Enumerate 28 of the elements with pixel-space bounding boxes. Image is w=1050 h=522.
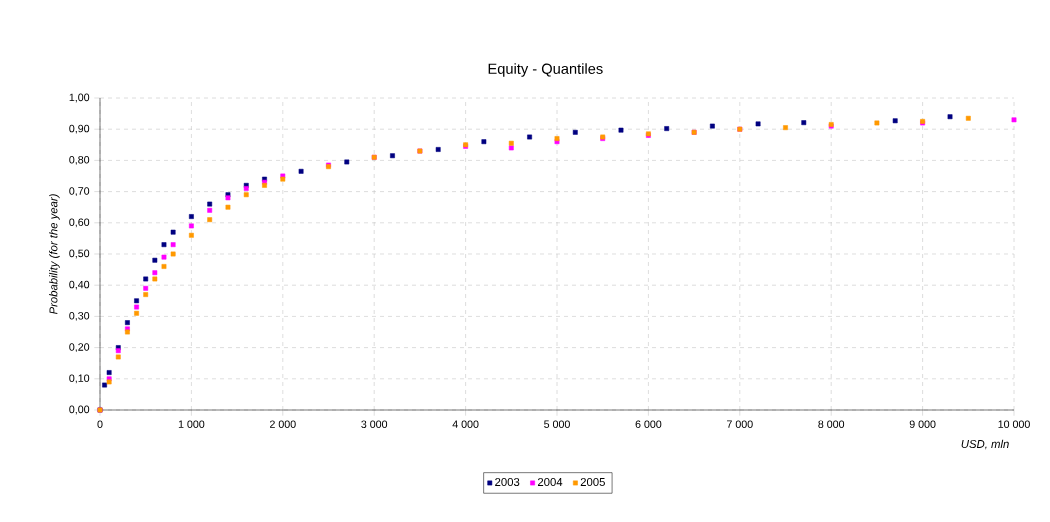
y-tick-label: 0,40 bbox=[69, 280, 90, 290]
legend-label: 2004 bbox=[537, 478, 563, 487]
y-tick-label: 1,00 bbox=[69, 93, 90, 103]
y-tick-label: 0,50 bbox=[69, 249, 90, 259]
x-tick-label: 2 000 bbox=[270, 420, 296, 428]
x-axis-title: USD, mln bbox=[961, 439, 1009, 450]
x-tick-label: 3 000 bbox=[361, 420, 388, 428]
x-tick-label: 6 000 bbox=[635, 420, 662, 428]
chart-title: Equity - Quantiles bbox=[488, 63, 603, 77]
y-tick-label: 0,20 bbox=[69, 343, 90, 352]
y-tick-label: 0,00 bbox=[69, 405, 90, 415]
x-tick-label: 7 000 bbox=[727, 420, 753, 428]
legend-label: 2005 bbox=[580, 478, 605, 487]
x-tick-label: 5 000 bbox=[544, 420, 570, 428]
x-tick-label: 4 000 bbox=[452, 420, 479, 428]
x-tick-label: 8 000 bbox=[818, 420, 845, 428]
y-tick-label: 0,80 bbox=[69, 156, 90, 165]
y-tick-label: 0,60 bbox=[69, 218, 90, 228]
legend-label: 2003 bbox=[495, 478, 520, 487]
x-tick-label: 10 000 bbox=[998, 420, 1030, 428]
y-tick-label: 0,10 bbox=[69, 374, 90, 384]
y-tick-label: 0,90 bbox=[69, 124, 90, 134]
x-tick-label: 9 000 bbox=[909, 420, 936, 428]
x-tick-label: 1 000 bbox=[178, 420, 205, 428]
y-tick-label: 0,30 bbox=[69, 312, 90, 321]
y-axis-title: Probability (for the year) bbox=[49, 194, 60, 315]
x-tick-label: 0 bbox=[97, 420, 103, 428]
y-tick-label: 0,70 bbox=[69, 187, 90, 196]
